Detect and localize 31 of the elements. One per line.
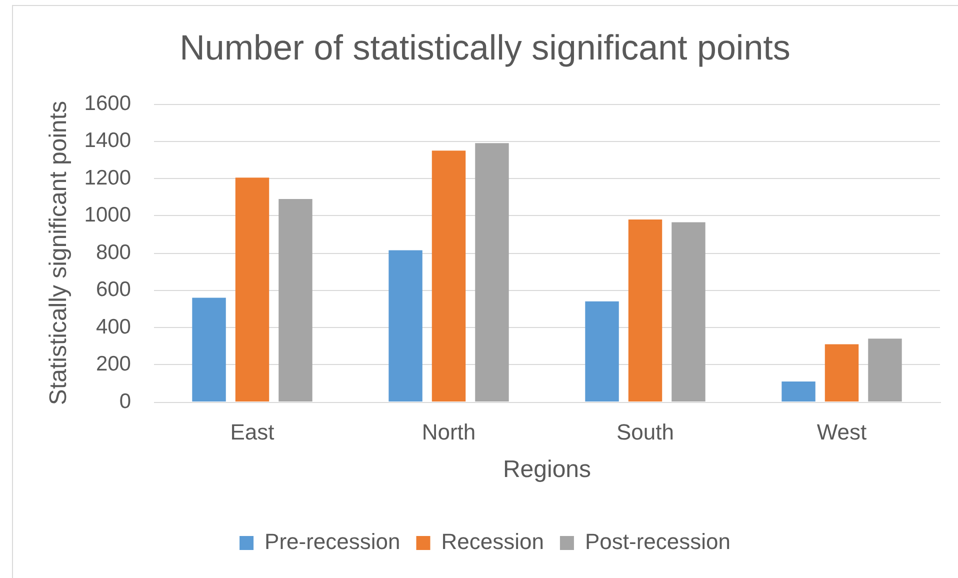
bar <box>868 338 902 402</box>
legend-label: Post-recession <box>584 529 730 554</box>
x-tick-label: East <box>230 419 274 444</box>
bar <box>475 143 509 402</box>
y-tick-label: 400 <box>96 315 131 338</box>
bar <box>432 150 466 402</box>
y-tick-label: 200 <box>96 352 131 376</box>
legend-label: Recession <box>441 529 544 554</box>
bar <box>628 219 662 402</box>
x-axis-title: Regions <box>502 456 592 484</box>
y-tick-label: 0 <box>119 390 131 413</box>
bar <box>235 178 270 402</box>
legend-label: Pre-recession <box>264 529 400 554</box>
y-tick-label: 1200 <box>84 166 131 190</box>
y-tick-label: 1000 <box>84 204 131 227</box>
y-tick-label: 800 <box>96 240 131 264</box>
bar <box>672 222 706 402</box>
y-tick-label: 1600 <box>84 92 131 115</box>
y-axis-title: Statistically significant points <box>45 100 72 406</box>
bar <box>782 382 816 402</box>
x-tick-label: West <box>816 419 867 444</box>
chart-title: Number of statistically significant points <box>180 28 790 68</box>
bar <box>585 301 619 402</box>
bar <box>278 198 312 402</box>
bar <box>388 250 422 402</box>
bar <box>824 344 859 402</box>
y-tick-label: 1400 <box>84 129 131 152</box>
bar <box>192 298 226 402</box>
x-tick-label: North <box>422 419 476 444</box>
y-tick-label: 600 <box>96 278 131 302</box>
x-tick-label: South <box>616 419 674 444</box>
